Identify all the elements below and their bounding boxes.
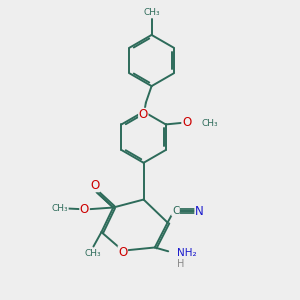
Text: O: O [182, 116, 191, 129]
Text: O: O [80, 202, 89, 216]
Text: O: O [139, 108, 148, 121]
Text: CH₃: CH₃ [202, 119, 218, 128]
Text: CH₃: CH₃ [52, 204, 68, 213]
Text: N: N [195, 205, 204, 218]
Text: C: C [172, 206, 179, 216]
Text: NH₂: NH₂ [177, 248, 197, 258]
Text: O: O [90, 179, 100, 192]
Text: H: H [177, 259, 184, 269]
Text: CH₃: CH₃ [84, 249, 101, 258]
Text: CH₃: CH₃ [143, 8, 160, 17]
Text: O: O [118, 246, 128, 259]
